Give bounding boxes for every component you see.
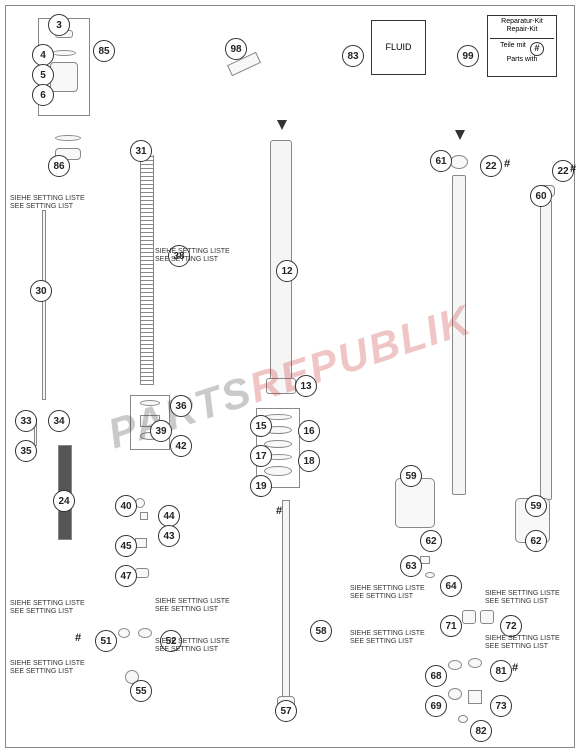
callout-69[interactable]: 69 bbox=[425, 695, 447, 717]
callout-83[interactable]: 83 bbox=[342, 45, 364, 67]
callout-82[interactable]: 82 bbox=[470, 720, 492, 742]
arrow-icon bbox=[277, 120, 287, 130]
fluid-label: FLUID bbox=[385, 42, 411, 53]
callout-59[interactable]: 59 bbox=[525, 495, 547, 517]
hash-mark: # bbox=[276, 505, 282, 517]
callout-30[interactable]: 30 bbox=[30, 280, 52, 302]
callout-81[interactable]: 81 bbox=[490, 660, 512, 682]
repair-hash-icon: # bbox=[530, 42, 544, 56]
callout-47[interactable]: 47 bbox=[115, 565, 137, 587]
callout-55[interactable]: 55 bbox=[130, 680, 152, 702]
part-cap-61 bbox=[450, 155, 468, 169]
callout-5[interactable]: 5 bbox=[32, 64, 54, 86]
callout-71[interactable]: 71 bbox=[440, 615, 462, 637]
callout-62[interactable]: 62 bbox=[420, 530, 442, 552]
part-seal-19 bbox=[264, 466, 292, 476]
part-cartridge-top bbox=[50, 62, 78, 92]
part-81 bbox=[468, 658, 482, 668]
callout-6[interactable]: 6 bbox=[32, 84, 54, 106]
callout-17[interactable]: 17 bbox=[250, 445, 272, 467]
callout-61[interactable]: 61 bbox=[430, 150, 452, 172]
callout-34[interactable]: 34 bbox=[48, 410, 70, 432]
part-73 bbox=[468, 690, 482, 704]
callout-12[interactable]: 12 bbox=[276, 260, 298, 282]
callout-72[interactable]: 72 bbox=[500, 615, 522, 637]
callout-18[interactable]: 18 bbox=[298, 450, 320, 472]
setting-list-note: SIEHE SETTING LISTESEE SETTING LIST bbox=[350, 585, 425, 600]
hash-mark: # bbox=[570, 163, 576, 175]
callout-99[interactable]: 99 bbox=[457, 45, 479, 67]
part-outer-tube-2 bbox=[540, 200, 552, 500]
part-outer-tube-1 bbox=[452, 175, 466, 495]
hash-mark: # bbox=[512, 662, 518, 674]
part-47 bbox=[135, 568, 149, 578]
part-72 bbox=[480, 610, 494, 624]
repair-line4: Parts with bbox=[490, 56, 554, 64]
callout-57[interactable]: 57 bbox=[275, 700, 297, 722]
part-51 bbox=[118, 628, 130, 638]
part-44 bbox=[140, 512, 148, 520]
callout-13[interactable]: 13 bbox=[295, 375, 317, 397]
arrow-icon-r1 bbox=[455, 130, 465, 140]
callout-64[interactable]: 64 bbox=[440, 575, 462, 597]
callout-40[interactable]: 40 bbox=[115, 495, 137, 517]
setting-list-note: SIEHE SETTING LISTESEE SETTING LIST bbox=[10, 195, 85, 210]
hash-mark: # bbox=[504, 158, 510, 170]
callout-98[interactable]: 98 bbox=[225, 38, 247, 60]
setting-list-note: SIEHE SETTING LISTESEE SETTING LIST bbox=[350, 630, 425, 645]
repair-line3: Teile mit bbox=[500, 42, 526, 56]
callout-36[interactable]: 36 bbox=[170, 395, 192, 417]
setting-list-note: SIEHE SETTING LISTESEE SETTING LIST bbox=[10, 660, 85, 675]
fluid-box: FLUID bbox=[371, 20, 426, 75]
part-82 bbox=[458, 715, 468, 723]
callout-4[interactable]: 4 bbox=[32, 44, 54, 66]
hash-mark: # bbox=[75, 632, 81, 644]
callout-31[interactable]: 31 bbox=[130, 140, 152, 162]
callout-85[interactable]: 85 bbox=[93, 40, 115, 62]
setting-list-note: SIEHE SETTING LISTESEE SETTING LIST bbox=[155, 598, 230, 613]
callout-60[interactable]: 60 bbox=[530, 185, 552, 207]
callout-51[interactable]: 51 bbox=[95, 630, 117, 652]
part-oring bbox=[52, 50, 76, 56]
callout-24[interactable]: 24 bbox=[53, 490, 75, 512]
part-spring bbox=[140, 155, 154, 385]
callout-63[interactable]: 63 bbox=[400, 555, 422, 577]
part-68 bbox=[448, 660, 462, 670]
part-64 bbox=[425, 572, 435, 578]
callout-16[interactable]: 16 bbox=[298, 420, 320, 442]
part-washer-stack bbox=[55, 135, 81, 141]
part-rod-30 bbox=[42, 210, 46, 400]
callout-45[interactable]: 45 bbox=[115, 535, 137, 557]
callout-73[interactable]: 73 bbox=[490, 695, 512, 717]
callout-22[interactable]: 22 bbox=[480, 155, 502, 177]
callout-33[interactable]: 33 bbox=[15, 410, 37, 432]
callout-68[interactable]: 68 bbox=[425, 665, 447, 687]
callout-15[interactable]: 15 bbox=[250, 415, 272, 437]
repair-kit-box: Reparatur-Kit Repair-Kit Teile mit # Par… bbox=[487, 15, 557, 77]
part-36 bbox=[140, 400, 160, 406]
callout-62[interactable]: 62 bbox=[525, 530, 547, 552]
part-tube-foot bbox=[266, 378, 296, 394]
part-71 bbox=[462, 610, 476, 624]
callout-35[interactable]: 35 bbox=[15, 440, 37, 462]
repair-line2: Repair-Kit bbox=[490, 26, 554, 34]
callout-3[interactable]: 3 bbox=[48, 14, 70, 36]
callout-19[interactable]: 19 bbox=[250, 475, 272, 497]
callout-42[interactable]: 42 bbox=[170, 435, 192, 457]
callout-44[interactable]: 44 bbox=[158, 505, 180, 527]
setting-list-note: SIEHE SETTING LISTESEE SETTING LIST bbox=[155, 638, 230, 653]
setting-list-note: SIEHE SETTING LISTESEE SETTING LIST bbox=[485, 635, 560, 650]
setting-list-note: SIEHE SETTING LISTESEE SETTING LIST bbox=[485, 590, 560, 605]
callout-39[interactable]: 39 bbox=[150, 420, 172, 442]
setting-list-note: SIEHE SETTING LISTESEE SETTING LIST bbox=[10, 600, 85, 615]
callout-86[interactable]: 86 bbox=[48, 155, 70, 177]
part-52 bbox=[138, 628, 152, 638]
setting-list-note: SIEHE SETTING LISTESEE SETTING LIST bbox=[155, 248, 230, 263]
repair-line1: Reparatur-Kit bbox=[490, 18, 554, 26]
callout-59[interactable]: 59 bbox=[400, 465, 422, 487]
callout-43[interactable]: 43 bbox=[158, 525, 180, 547]
callout-58[interactable]: 58 bbox=[310, 620, 332, 642]
part-69 bbox=[448, 688, 462, 700]
part-piston-rod bbox=[282, 500, 290, 700]
